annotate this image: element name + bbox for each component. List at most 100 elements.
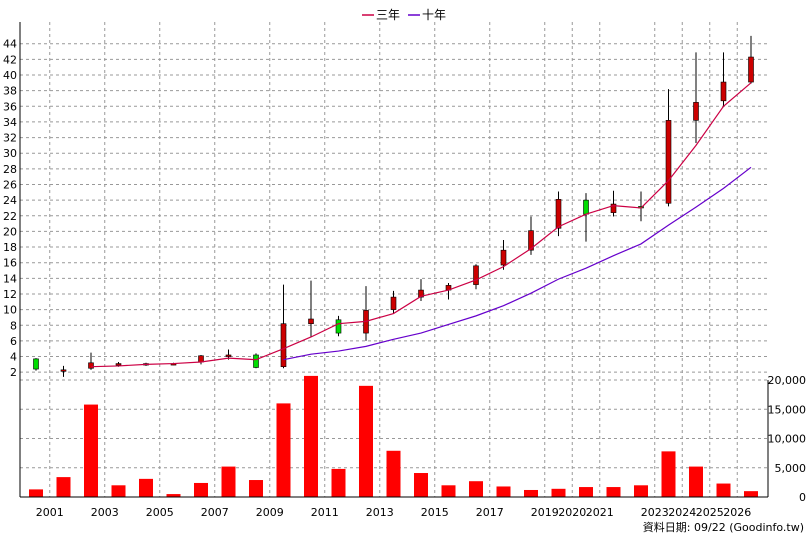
tick-labels: 2468101214161820222426283032343638404244… <box>3 38 806 519</box>
volume-bar <box>496 486 511 497</box>
volume-y-tick-label: 0 <box>799 491 806 504</box>
x-tick-label: 2026 <box>723 506 751 519</box>
volume-bar <box>634 485 648 497</box>
price-y-tick-label: 12 <box>3 288 17 301</box>
candle-body <box>555 199 562 229</box>
price-y-tick-label: 34 <box>3 116 17 129</box>
volume-bar <box>276 403 291 497</box>
moving-average-lines <box>90 82 752 368</box>
volume-y-tick-label: 20,000 <box>768 374 807 387</box>
price-y-tick-label: 2 <box>10 366 17 379</box>
x-tick-label: 2009 <box>256 506 284 519</box>
price-y-tick-label: 36 <box>3 100 17 113</box>
candle-body <box>528 230 534 251</box>
candle-body <box>390 296 397 310</box>
volume-bar <box>166 494 181 497</box>
candle-body <box>473 265 479 285</box>
volume-bar <box>29 489 43 497</box>
volume-bar <box>579 487 593 497</box>
volume-bar <box>689 466 703 497</box>
price-y-tick-label: 44 <box>3 38 17 51</box>
price-y-tick-label: 24 <box>3 194 17 207</box>
candle-body <box>583 199 589 215</box>
x-tick-label: 2005 <box>146 506 174 519</box>
price-y-tick-label: 28 <box>3 163 17 176</box>
legend: 三年 十年 <box>362 8 446 22</box>
ma3-line <box>90 82 752 368</box>
volume-bar <box>111 485 126 497</box>
price-y-tick-label: 14 <box>3 272 17 285</box>
candle-body <box>720 81 727 102</box>
volume-bar <box>414 473 428 497</box>
ma10-line <box>283 166 752 361</box>
x-tick-label: 2024 <box>668 506 696 519</box>
candle-body <box>748 56 754 83</box>
price-grid <box>20 22 768 497</box>
x-tick-label: 2013 <box>366 506 394 519</box>
axes <box>19 22 769 498</box>
price-y-tick-label: 42 <box>3 53 17 66</box>
price-y-tick-label: 30 <box>3 147 17 160</box>
legend-ma3-label: 三年 <box>376 8 400 22</box>
price-y-tick-label: 18 <box>3 241 17 254</box>
price-y-tick-label: 4 <box>10 351 17 364</box>
price-y-tick-label: 16 <box>3 257 17 270</box>
candle-body <box>335 319 342 334</box>
volume-bar <box>56 477 71 497</box>
candle-body <box>500 249 507 266</box>
price-y-tick-label: 22 <box>3 210 17 223</box>
price-y-tick-label: 40 <box>3 69 17 82</box>
x-tick-label: 2021 <box>586 506 614 519</box>
volume-bar <box>606 487 621 497</box>
volume-bar <box>249 480 263 497</box>
price-y-tick-label: 6 <box>10 335 17 348</box>
candle-body <box>115 363 122 366</box>
x-tick-label: 2020 <box>558 506 586 519</box>
x-tick-label: 2003 <box>91 506 119 519</box>
candle-body <box>253 354 259 368</box>
candle-body <box>610 203 617 213</box>
volume-bar <box>331 468 346 497</box>
volume-bar <box>386 450 401 497</box>
volume-bar <box>359 385 373 497</box>
volume-bar <box>304 375 318 497</box>
volume-bar <box>661 451 676 497</box>
candle-body <box>225 354 232 357</box>
candle-body <box>198 355 204 363</box>
volume-bar <box>194 482 208 497</box>
volume-bar <box>84 404 98 497</box>
x-tick-label: 2017 <box>476 506 504 519</box>
x-tick-label: 2001 <box>36 506 64 519</box>
candle-body <box>88 362 94 369</box>
candle-body <box>60 369 67 372</box>
volume-bar <box>221 466 236 497</box>
candle-body <box>33 358 39 370</box>
volume-bar <box>716 483 731 497</box>
x-tick-label: 2015 <box>421 506 449 519</box>
volume-bar <box>551 488 566 497</box>
price-y-tick-label: 38 <box>3 85 17 98</box>
price-y-tick-label: 10 <box>3 304 17 317</box>
volume-bar <box>524 489 538 497</box>
x-tick-label: 2023 <box>641 506 669 519</box>
candle-body <box>693 102 699 121</box>
candle-body <box>418 289 424 298</box>
candle-body <box>308 318 314 324</box>
price-y-tick-label: 32 <box>3 132 17 145</box>
volume-bar <box>469 481 483 497</box>
price-y-tick-label: 26 <box>3 178 17 191</box>
candle-body <box>280 323 287 368</box>
x-tick-label: 2007 <box>201 506 229 519</box>
price-y-tick-label: 8 <box>10 319 17 332</box>
volume-bar <box>139 478 153 497</box>
volume-y-tick-label: 10,000 <box>768 433 807 446</box>
volume-y-tick-label: 15,000 <box>768 403 807 416</box>
candle-body <box>665 120 672 204</box>
source-note: 資料日期: 09/22 (Goodinfo.tw) <box>643 520 804 534</box>
volume-bar <box>744 491 758 497</box>
x-tick-label: 2011 <box>311 506 339 519</box>
price-y-tick-label: 20 <box>3 225 17 238</box>
volume-bar <box>441 485 456 497</box>
legend-ma10-label: 十年 <box>422 8 446 22</box>
